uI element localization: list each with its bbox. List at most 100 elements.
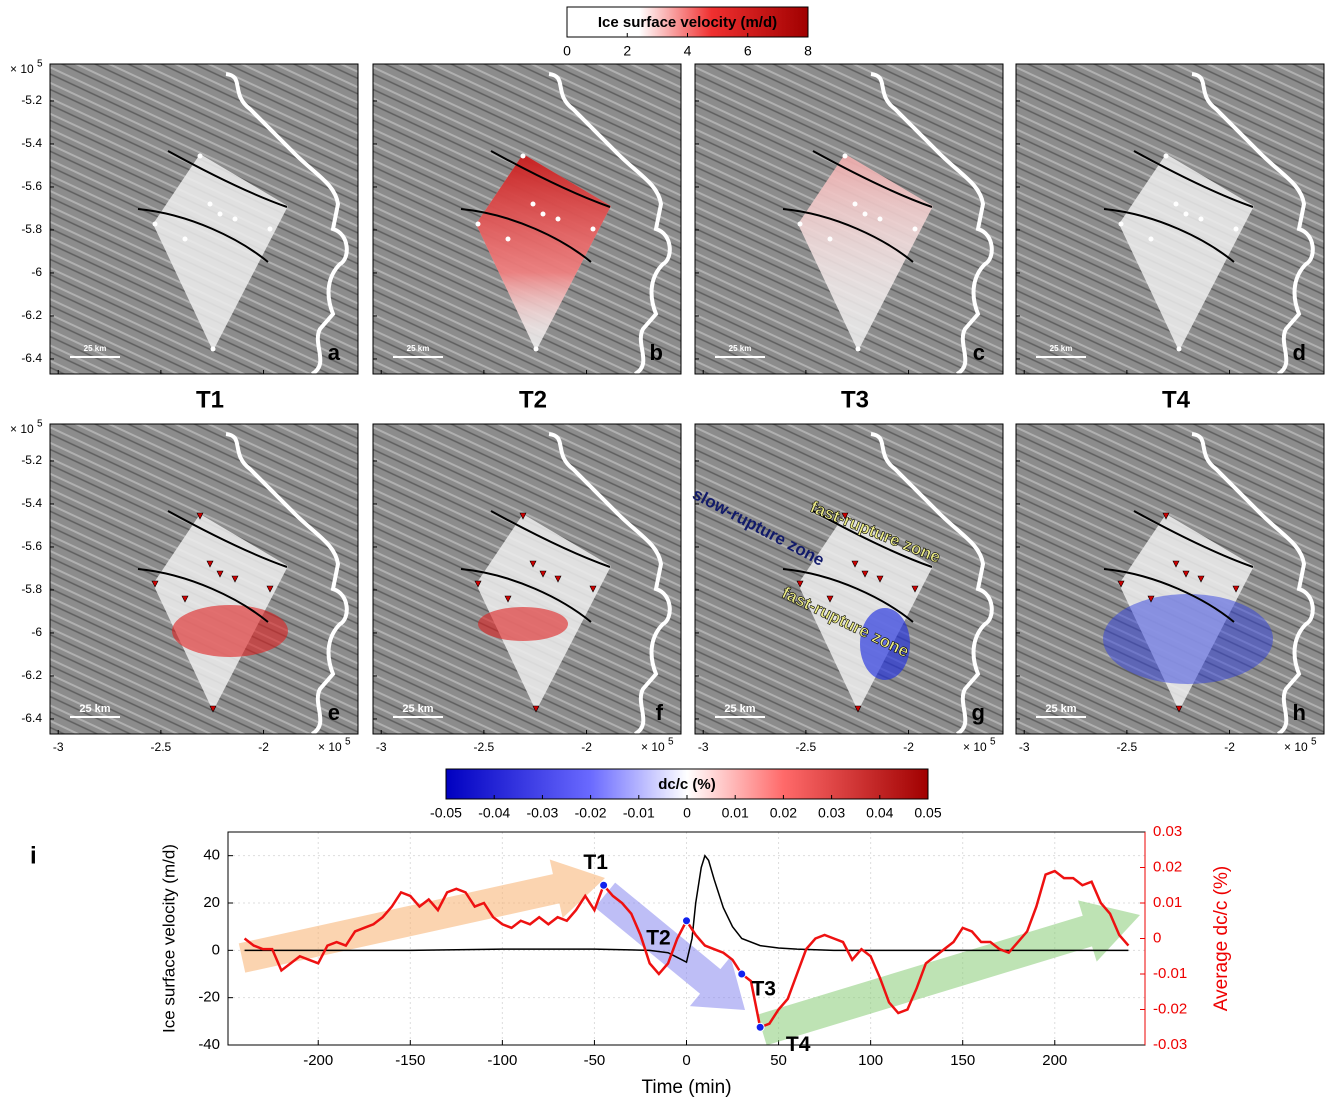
y-tick-label: -5.4 bbox=[21, 136, 42, 150]
map-panel: 25 km d bbox=[1015, 63, 1325, 376]
colorbar-tick-label: 0 bbox=[683, 805, 691, 821]
map-frame bbox=[49, 423, 359, 735]
station bbox=[504, 595, 512, 603]
x-tick-label: -2.5 bbox=[796, 740, 817, 754]
map-panel: 25 km h bbox=[1015, 423, 1325, 736]
colorbar-tick-label: 0.05 bbox=[914, 805, 941, 821]
x-tick-label: -3 bbox=[1019, 740, 1030, 754]
station bbox=[852, 201, 858, 207]
station bbox=[539, 570, 547, 578]
key-point-label: T3 bbox=[751, 978, 776, 1001]
x-tick-label: -150 bbox=[395, 1052, 425, 1069]
y-tick-label: -6.4 bbox=[21, 351, 42, 365]
fault-line bbox=[490, 510, 611, 568]
x-axis-label: Time (min) bbox=[641, 1077, 731, 1098]
station bbox=[216, 570, 224, 578]
station bbox=[540, 211, 546, 217]
x-tick-label: -3 bbox=[53, 740, 64, 754]
colorbar-tick-label: 6 bbox=[744, 43, 752, 59]
dcc-overlay bbox=[172, 605, 288, 657]
station bbox=[796, 580, 804, 588]
colorbar-tick-label: -0.05 bbox=[430, 805, 462, 821]
fault-line bbox=[490, 150, 611, 208]
y-tick-label: -6.2 bbox=[21, 668, 42, 682]
colorbar-tick-label: 2 bbox=[623, 43, 631, 59]
station bbox=[197, 153, 203, 159]
x-tick-label: -2 bbox=[1224, 740, 1235, 754]
scale-bar-label: 25 km bbox=[1050, 344, 1073, 353]
fault-line bbox=[1133, 510, 1254, 568]
exponent: 5 bbox=[345, 737, 351, 748]
y-tick-label: -6 bbox=[31, 265, 42, 279]
panel-letter: e bbox=[328, 700, 340, 725]
series-line bbox=[244, 854, 1129, 964]
station bbox=[555, 216, 561, 222]
key-point bbox=[682, 916, 691, 926]
station bbox=[876, 575, 884, 583]
station bbox=[1147, 595, 1155, 603]
station bbox=[826, 595, 834, 603]
panel-letter: c bbox=[973, 340, 985, 365]
station bbox=[151, 580, 159, 588]
fault-line bbox=[460, 568, 592, 623]
station bbox=[797, 221, 803, 227]
colorbar-title: dc/c (%) bbox=[658, 776, 716, 793]
x-tick-label: 200 bbox=[1042, 1052, 1067, 1069]
time-label: T4 bbox=[1162, 386, 1191, 413]
y2-tick-label: -0.01 bbox=[1153, 965, 1187, 982]
station bbox=[152, 221, 158, 227]
fault-line bbox=[460, 208, 592, 263]
colorbar-tick-label: -0.03 bbox=[526, 805, 558, 821]
network-area bbox=[1119, 154, 1254, 351]
y-tick-label: 20 bbox=[203, 894, 220, 911]
exponent-base: × 10 bbox=[10, 422, 34, 436]
station bbox=[217, 211, 223, 217]
colorbar-tick-label: 8 bbox=[804, 43, 812, 59]
station bbox=[533, 346, 539, 352]
colorbar-title: Ice surface velocity (m/d) bbox=[598, 14, 777, 31]
key-point-label: T1 bbox=[583, 851, 608, 874]
fault-line bbox=[1103, 208, 1235, 263]
scale-bar-label: 25 km bbox=[402, 703, 433, 715]
y-tick-label: 0 bbox=[212, 941, 220, 958]
map-panel: 25 km f bbox=[372, 423, 682, 736]
scale-bar-label: 25 km bbox=[724, 703, 755, 715]
coastline bbox=[225, 72, 349, 376]
station bbox=[1198, 216, 1204, 222]
time-label: T3 bbox=[841, 386, 869, 413]
scale-bar-label: 25 km bbox=[1045, 703, 1076, 715]
x-tick-label: -2 bbox=[581, 740, 592, 754]
coastline bbox=[870, 432, 994, 736]
x-tick-label: -2.5 bbox=[151, 740, 172, 754]
y2-axis-label: Average dc/c (%) bbox=[1211, 866, 1232, 1011]
station bbox=[1175, 705, 1183, 713]
x-tick-label: 100 bbox=[858, 1052, 883, 1069]
station bbox=[912, 226, 918, 232]
y-tick-label: -5.4 bbox=[21, 496, 42, 510]
station bbox=[842, 153, 848, 159]
station bbox=[210, 346, 216, 352]
y-tick-label: -5.6 bbox=[21, 539, 42, 553]
fault-line bbox=[782, 208, 914, 263]
dcc-overlay bbox=[860, 608, 910, 680]
station bbox=[862, 211, 868, 217]
x-tick-label: -200 bbox=[303, 1052, 333, 1069]
fault-line bbox=[812, 510, 933, 568]
y2-tick-label: 0.03 bbox=[1153, 823, 1182, 840]
panel-letter: g bbox=[972, 700, 985, 725]
y-tick-label: -5.8 bbox=[21, 222, 42, 236]
station bbox=[1173, 201, 1179, 207]
coastline bbox=[225, 432, 349, 736]
station bbox=[1233, 226, 1239, 232]
station bbox=[851, 560, 859, 568]
exponent-base: × 10 bbox=[1284, 740, 1308, 754]
velocity-overlay bbox=[798, 154, 933, 351]
fault-line bbox=[167, 150, 288, 208]
station bbox=[206, 560, 214, 568]
exponent: 5 bbox=[668, 737, 674, 748]
y-tick-label: -6 bbox=[31, 625, 42, 639]
key-point-label: T4 bbox=[786, 1033, 811, 1056]
map-panel: 25 km b bbox=[372, 63, 682, 376]
station bbox=[861, 570, 869, 578]
